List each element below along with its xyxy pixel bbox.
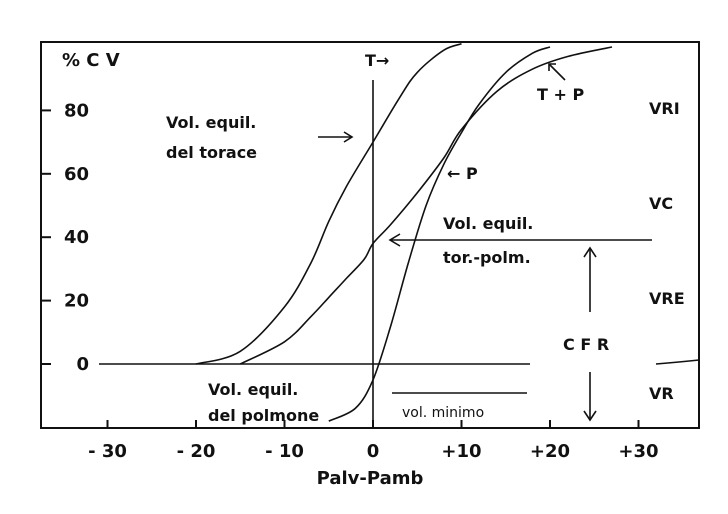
x-tick-label: +30 [618,441,658,462]
x-axis: - 30 - 20 - 10 0 +10 +20 +30 [88,420,659,462]
thorax-lung-eq-label-1: Vol. equil. [443,214,533,233]
zero-volume-line-right [655,359,700,365]
y-axis: 0 20 40 60 80 [41,100,89,375]
series-line-t-p [239,46,613,365]
x-tick-label: 0 [367,441,380,462]
tp-curve-label: T + P [537,85,584,104]
tp-pointer-arrow [548,63,566,81]
lung-eq-label-1: Vol. equil. [208,380,298,399]
x-tick-label: - 20 [177,441,216,462]
lung-eq-label-2: del polmone [208,406,319,425]
thorax-lung-eq-arrow [388,233,652,247]
vc-label: VC [649,194,673,213]
x-tick-label: - 30 [88,441,127,462]
t-curve-label: T→ [365,51,389,70]
series-line-p [328,46,551,422]
y-tick-label: 20 [64,291,89,312]
x-tick-label: +10 [441,441,481,462]
plot-frame [40,41,700,429]
thorax-eq-label-2: del torace [166,143,257,162]
series-curves [195,43,613,422]
x-tick-label: - 10 [265,441,304,462]
series-line-t [195,43,462,365]
frc-up-arrow [583,246,597,312]
vr-label: VR [649,384,674,403]
x-tick-label: +20 [530,441,570,462]
min-volume-label: vol. minimo [402,405,484,421]
vri-label: VRI [649,99,680,118]
vre-label: VRE [649,289,685,308]
thorax-lung-eq-label-2: tor.-polm. [443,248,531,267]
y-tick-label: 40 [64,227,89,248]
y-tick-label: 80 [64,100,89,121]
frc-label: C F R [563,335,609,354]
p-curve-label: ← P [447,164,478,183]
y-tick-label: 0 [76,354,89,375]
thorax-eq-label-1: Vol. equil. [166,113,256,132]
y-axis-title: % C V [62,50,120,71]
x-axis-title: Palv-Pamb [317,468,424,489]
y-tick-label: 60 [64,164,89,185]
frc-down-arrow [583,372,597,422]
thorax-eq-arrow [318,131,354,143]
